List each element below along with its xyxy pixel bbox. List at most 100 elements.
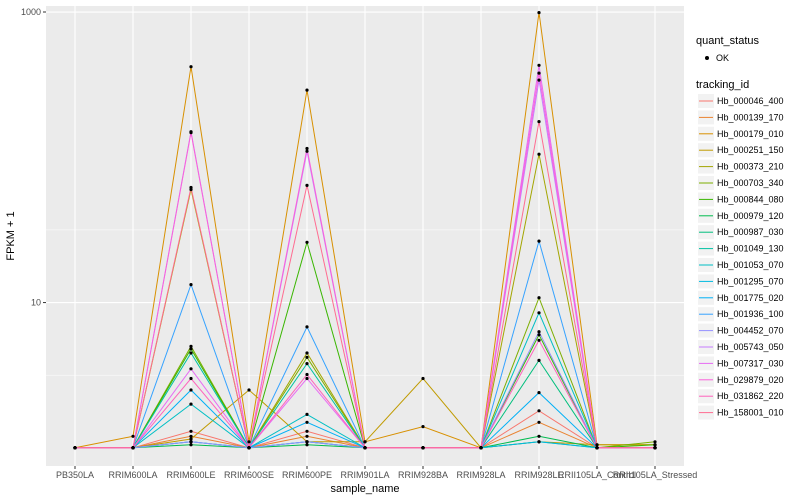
legend-label-hb-000046-400: Hb_000046_400 bbox=[717, 96, 784, 106]
data-point bbox=[189, 283, 193, 287]
data-point bbox=[189, 367, 193, 371]
legend-label-hb-005743-050: Hb_005743_050 bbox=[717, 342, 784, 352]
data-point bbox=[305, 443, 309, 447]
data-point bbox=[189, 376, 193, 381]
data-point bbox=[247, 440, 251, 444]
legend-label-hb-000179-010: Hb_000179_010 bbox=[717, 129, 784, 139]
legend-label-hb-000987-030: Hb_000987_030 bbox=[717, 227, 784, 237]
x-tick-label: RRIM928LA bbox=[456, 470, 505, 480]
data-point bbox=[305, 88, 309, 92]
data-point bbox=[189, 388, 193, 392]
x-tick-label: RRIM600LA bbox=[108, 470, 157, 480]
legend-label-hb-007317-030: Hb_007317_030 bbox=[717, 358, 784, 368]
data-point bbox=[305, 434, 309, 438]
data-point bbox=[537, 11, 541, 15]
y-tick-label: 10 bbox=[31, 298, 41, 308]
legend-label-ok: OK bbox=[716, 53, 729, 63]
data-point bbox=[537, 120, 541, 124]
data-point bbox=[537, 333, 541, 337]
legend-label-hb-000844-080: Hb_000844_080 bbox=[717, 194, 784, 204]
data-point bbox=[537, 420, 541, 424]
x-tick-label: RRIM600LE bbox=[166, 470, 215, 480]
legend-label-hb-004452-070: Hb_004452_070 bbox=[717, 326, 784, 336]
data-point bbox=[189, 443, 193, 447]
legend-label-hb-000139-170: Hb_000139_170 bbox=[717, 112, 784, 122]
data-point bbox=[305, 429, 309, 433]
data-point bbox=[305, 412, 309, 416]
legend-label-hb-001775-020: Hb_001775_020 bbox=[717, 293, 784, 303]
x-axis-ticks: PB350LA RRIM600LA RRIM600LE RRIM600SE RRIM60… bbox=[56, 466, 697, 480]
x-tick-label: PB350LA bbox=[56, 470, 94, 480]
x-tick-label: RRIM928BA bbox=[398, 470, 448, 480]
y-axis-title: FPKM + 1 bbox=[5, 211, 17, 260]
data-point bbox=[537, 338, 541, 342]
data-point bbox=[189, 347, 193, 351]
legend-items: Hb_000046_400 Hb_000139_170 Hb_000179_010 H… bbox=[698, 94, 784, 420]
data-point bbox=[537, 330, 541, 334]
data-point bbox=[421, 425, 425, 429]
y-tick-label: 1000 bbox=[21, 7, 41, 17]
data-point bbox=[305, 240, 309, 244]
legend-label-hb-000703-340: Hb_000703_340 bbox=[717, 178, 784, 188]
legend-title-tracking-id: tracking_id bbox=[696, 79, 749, 91]
legend-label-hb-001936-100: Hb_001936_100 bbox=[717, 309, 784, 319]
x-tick-label: RRIM600SE bbox=[224, 470, 274, 480]
data-point bbox=[537, 78, 541, 82]
data-point bbox=[653, 440, 657, 444]
data-point bbox=[189, 437, 193, 441]
legend-title-quant-status: quant_status bbox=[696, 35, 759, 47]
data-point bbox=[363, 446, 367, 450]
legend: quant_status OK tracking_id Hb_000046_40… bbox=[696, 35, 784, 420]
data-point bbox=[305, 146, 309, 151]
data-point bbox=[189, 429, 193, 433]
data-point bbox=[305, 440, 309, 444]
data-point bbox=[537, 296, 541, 300]
legend-label-hb-000373-210: Hb_000373_210 bbox=[717, 162, 784, 172]
data-point bbox=[537, 311, 541, 315]
data-point bbox=[653, 446, 657, 450]
data-point bbox=[189, 351, 193, 355]
legend-label-hb-031862-220: Hb_031862_220 bbox=[717, 391, 784, 401]
data-point bbox=[537, 71, 541, 75]
x-tick-label: RRII105LA_Stressed bbox=[613, 470, 698, 480]
x-tick-label: RRIM600PE bbox=[282, 470, 332, 480]
data-point bbox=[537, 434, 541, 438]
x-tick-label: RRIM901LA bbox=[340, 470, 389, 480]
data-point bbox=[189, 434, 193, 438]
data-point bbox=[305, 420, 309, 424]
data-point bbox=[537, 358, 541, 362]
data-point bbox=[189, 185, 193, 190]
data-point bbox=[189, 65, 193, 69]
data-point bbox=[305, 351, 309, 355]
data-point bbox=[305, 355, 309, 359]
data-point bbox=[595, 443, 599, 447]
data-point bbox=[247, 388, 251, 392]
data-point bbox=[189, 402, 193, 406]
data-points bbox=[73, 11, 657, 450]
data-point bbox=[305, 372, 309, 377]
data-point bbox=[479, 446, 483, 450]
data-point bbox=[421, 446, 425, 450]
x-tick-label: RRII105LA_Control bbox=[558, 470, 636, 480]
data-point bbox=[131, 434, 135, 438]
legend-label-hb-000251-150: Hb_000251_150 bbox=[717, 145, 784, 155]
data-point bbox=[247, 446, 251, 450]
data-point bbox=[537, 440, 541, 444]
legend-key-point-ok bbox=[705, 56, 709, 60]
y-axis-ticks: 10 1000 bbox=[21, 7, 46, 308]
grid-lines bbox=[46, 6, 684, 466]
data-point bbox=[189, 344, 193, 348]
legend-label-hb-158001-010: Hb_158001_010 bbox=[717, 408, 784, 418]
data-point bbox=[653, 443, 657, 447]
data-point bbox=[305, 183, 309, 187]
data-point bbox=[595, 446, 599, 450]
x-tick-label: RRIM928LE bbox=[514, 470, 563, 480]
legend-label-hb-001295-070: Hb_001295_070 bbox=[717, 276, 784, 286]
data-point bbox=[189, 131, 193, 135]
data-point bbox=[189, 440, 193, 444]
data-point bbox=[73, 446, 77, 450]
data-point bbox=[131, 446, 135, 450]
data-point bbox=[537, 409, 541, 413]
legend-label-hb-000979-120: Hb_000979_120 bbox=[717, 211, 784, 221]
legend-label-hb-001049-130: Hb_001049_130 bbox=[717, 244, 784, 254]
